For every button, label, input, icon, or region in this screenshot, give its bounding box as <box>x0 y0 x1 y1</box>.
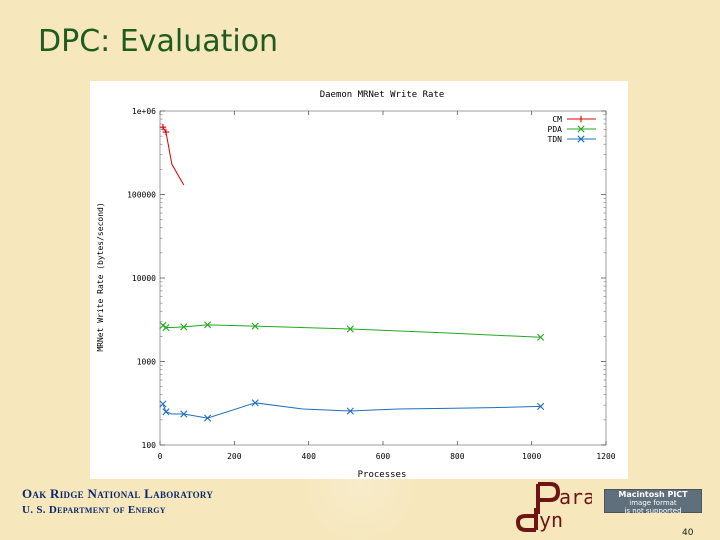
series-line-tdn <box>162 402 541 419</box>
y-tick-label: 100 <box>142 441 157 450</box>
legend-marker-pda <box>577 125 585 133</box>
y-tick-label: 1000 <box>137 358 156 367</box>
logo-text-top: ara <box>559 485 592 509</box>
paradyn-logo: ara yn <box>515 482 592 532</box>
legend-label-cm: CM <box>552 115 562 124</box>
x-tick-label: 800 <box>450 452 465 461</box>
legend-marker-tdn <box>577 135 585 143</box>
data-point-pda <box>536 333 545 341</box>
x-tick-label: 1200 <box>596 452 615 461</box>
data-point-pda <box>180 323 188 331</box>
legend-marker-cm <box>577 115 585 123</box>
legend-label-tdn: TDN <box>548 135 563 144</box>
pict-notice-line3: is not supported <box>624 507 682 515</box>
x-tick-label: 1000 <box>522 452 541 461</box>
data-point-tdn <box>162 408 170 416</box>
y-tick-label: 10000 <box>132 274 156 283</box>
data-point-tdn <box>180 410 188 418</box>
data-point-pda <box>159 321 167 330</box>
data-point-cm <box>162 128 170 136</box>
pict-notice-line1: Macintosh PICT <box>618 490 688 499</box>
x-tick-label: 200 <box>227 452 242 461</box>
x-tick-label: 0 <box>158 452 163 461</box>
data-point-pda <box>203 321 212 329</box>
legend-label-pda: PDA <box>548 125 563 134</box>
y-tick-label: 1e+06 <box>132 107 156 116</box>
data-point-pda <box>162 323 170 332</box>
plot-panel: Daemon MRNet Write Rate Processes MRNet … <box>90 81 628 480</box>
data-point-cm <box>159 123 167 131</box>
data-point-pda <box>346 325 354 333</box>
write-rate-chart: Daemon MRNet Write Rate Processes MRNet … <box>96 90 616 480</box>
data-point-tdn <box>251 399 259 407</box>
data-point-tdn <box>346 407 354 415</box>
logo-d-glyph <box>515 508 538 532</box>
series-line-cm <box>162 126 185 186</box>
data-point-tdn <box>203 414 212 422</box>
y-tick-label: 100000 <box>127 191 156 200</box>
y-axis-label: MRNet Write Rate (bytes/second) <box>96 202 105 351</box>
x-tick-label: 600 <box>376 452 391 461</box>
data-point-tdn <box>159 400 167 408</box>
x-axis-label: Processes <box>358 470 407 479</box>
plot-frame <box>159 110 607 446</box>
footer-lab-name: Oak Ridge National Laboratory <box>22 486 214 501</box>
footer-dept-name: U. S. Department of Energy <box>22 504 166 516</box>
data-point-tdn <box>536 402 545 410</box>
slide-title: DPC: Evaluation <box>38 24 279 59</box>
x-tick-label: 400 <box>301 452 316 461</box>
page-number: 40 <box>682 528 694 538</box>
logo-text-bottom: yn <box>539 508 563 532</box>
data-point-pda <box>251 322 259 330</box>
pict-notice-line2: image format <box>629 499 677 507</box>
chart-title: Daemon MRNet Write Rate <box>320 90 445 100</box>
pict-unsupported-notice: Macintosh PICT image format is not suppo… <box>604 489 702 515</box>
